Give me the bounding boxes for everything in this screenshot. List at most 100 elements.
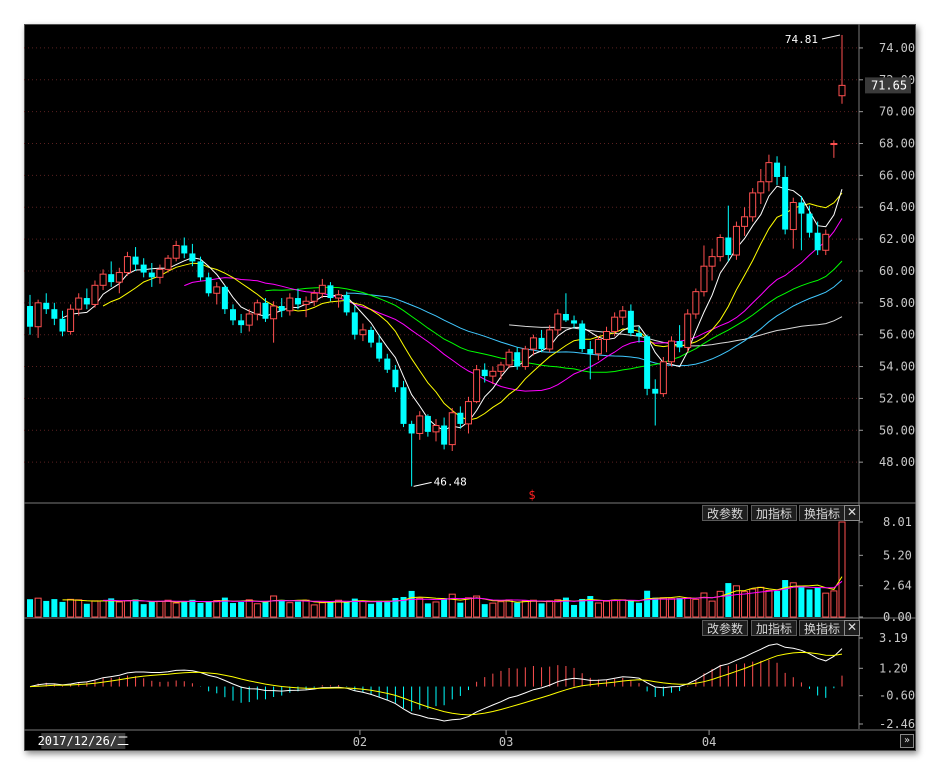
candle-body-down [376,342,383,359]
candle-body-down [587,349,594,354]
volume-bar-down [327,601,334,617]
volume-bar-down [587,596,594,617]
price-tick-label: 48.00 [879,455,915,469]
macd-params-button[interactable]: 改参数 [702,620,748,636]
candle-body-up [838,84,846,97]
volume-bar-down [571,604,578,617]
candle-body-down [676,341,683,348]
candle [253,299,261,321]
volume-bar-up [789,582,797,618]
vol-params-button[interactable]: 改参数 [702,505,748,521]
volume-bar-up [684,597,692,618]
ma-long-line [509,316,843,347]
vol-add-indicator-button[interactable]: 加指标 [751,505,797,521]
volume-bar-up [765,589,773,618]
chart-canvas[interactable]: 74.0072.0070.0068.0066.0064.0062.0060.00… [24,24,916,751]
candle-body-up [245,313,253,326]
volume-bar-down [205,601,212,617]
candle [571,315,578,329]
vol-tick-label: 2.64 [883,579,912,593]
candle [838,35,846,104]
candle [806,205,813,238]
volume-bar-down [238,602,245,617]
candle-body-down [481,369,488,377]
volume-bar-up [741,591,749,618]
high-price-label: 74.81 [785,33,818,46]
candle-body-down [806,213,813,233]
candle-body-down [782,176,789,230]
volume-bar-up [732,585,740,618]
candle-body-up [619,310,627,318]
volume-bar-down [798,585,805,617]
candle-body-up [741,216,749,227]
candle-body-up [318,284,326,294]
candle-body-down [408,423,415,434]
macd-tick-label: -2.46 [879,717,915,731]
volume-bar-up [667,598,675,618]
candle-body-down [43,302,50,310]
candle-body-down [400,387,407,424]
candle [318,278,326,299]
candle-body-down [441,425,448,445]
vol-tick-label: 8.01 [883,515,912,529]
vol-close-icon[interactable]: ✕ [844,505,860,521]
x-axis-label: 04 [702,735,716,749]
candle [741,207,749,236]
volume-bar-down [230,603,236,617]
volume-bar-down [181,601,188,617]
volume-bar-up [554,599,562,618]
volume-bar-down [579,598,586,617]
volume-bar-up [700,592,708,618]
candle-body-up [554,313,562,331]
candle [798,196,805,251]
candle [489,366,497,385]
macd-add-indicator-button[interactable]: 加指标 [751,620,797,636]
vol-tick-label: 5.20 [883,548,912,562]
volume-bar-down [343,602,350,617]
candle [327,282,334,302]
candle-body-up [692,291,700,315]
candle-body-up [546,329,554,350]
price-tick-label: 64.00 [879,200,915,214]
candle [189,243,196,267]
candle-body-down [83,298,90,305]
macd-close-icon[interactable]: ✕ [844,620,860,636]
volume-bar-down [392,597,399,617]
vol-switch-indicator-button[interactable]: 换指标 [799,505,845,521]
volume-bar-down [806,589,813,617]
candle [441,417,448,450]
candle [51,302,58,326]
volume-bar-up [838,521,846,618]
candle-body-down [221,286,228,310]
candle-body-up [91,284,99,305]
volume-bar-up [67,598,75,618]
candle [172,240,180,262]
volume-bar-up [448,593,456,618]
volume-bar-down [108,598,115,617]
macd-tick-label: 1.20 [879,661,908,675]
candle [156,264,164,284]
candle-body-up [115,272,123,283]
macd-switch-indicator-button[interactable]: 换指标 [799,620,845,636]
candle [432,419,440,442]
price-tick-label: 70.00 [879,105,915,119]
candle-body-up [708,256,716,267]
scroll-right-button[interactable]: » [900,734,914,748]
volume-bar-up [603,600,611,618]
volume-bar-down [636,602,642,617]
candle [822,229,830,256]
candle [757,169,765,205]
volume-bar-down [368,603,375,617]
candle [448,407,456,451]
candle [424,414,431,437]
volume-bar-up [749,588,757,618]
volume-bar-down [514,602,521,617]
candle-body-down [230,309,236,321]
candle-body-down [774,162,781,177]
candle-body-down [278,306,285,311]
volume-bar-up [611,599,619,618]
low-pointer [413,481,432,487]
candle [75,293,83,316]
volume-bar-up [318,602,326,618]
volume-bar-down [384,601,391,617]
